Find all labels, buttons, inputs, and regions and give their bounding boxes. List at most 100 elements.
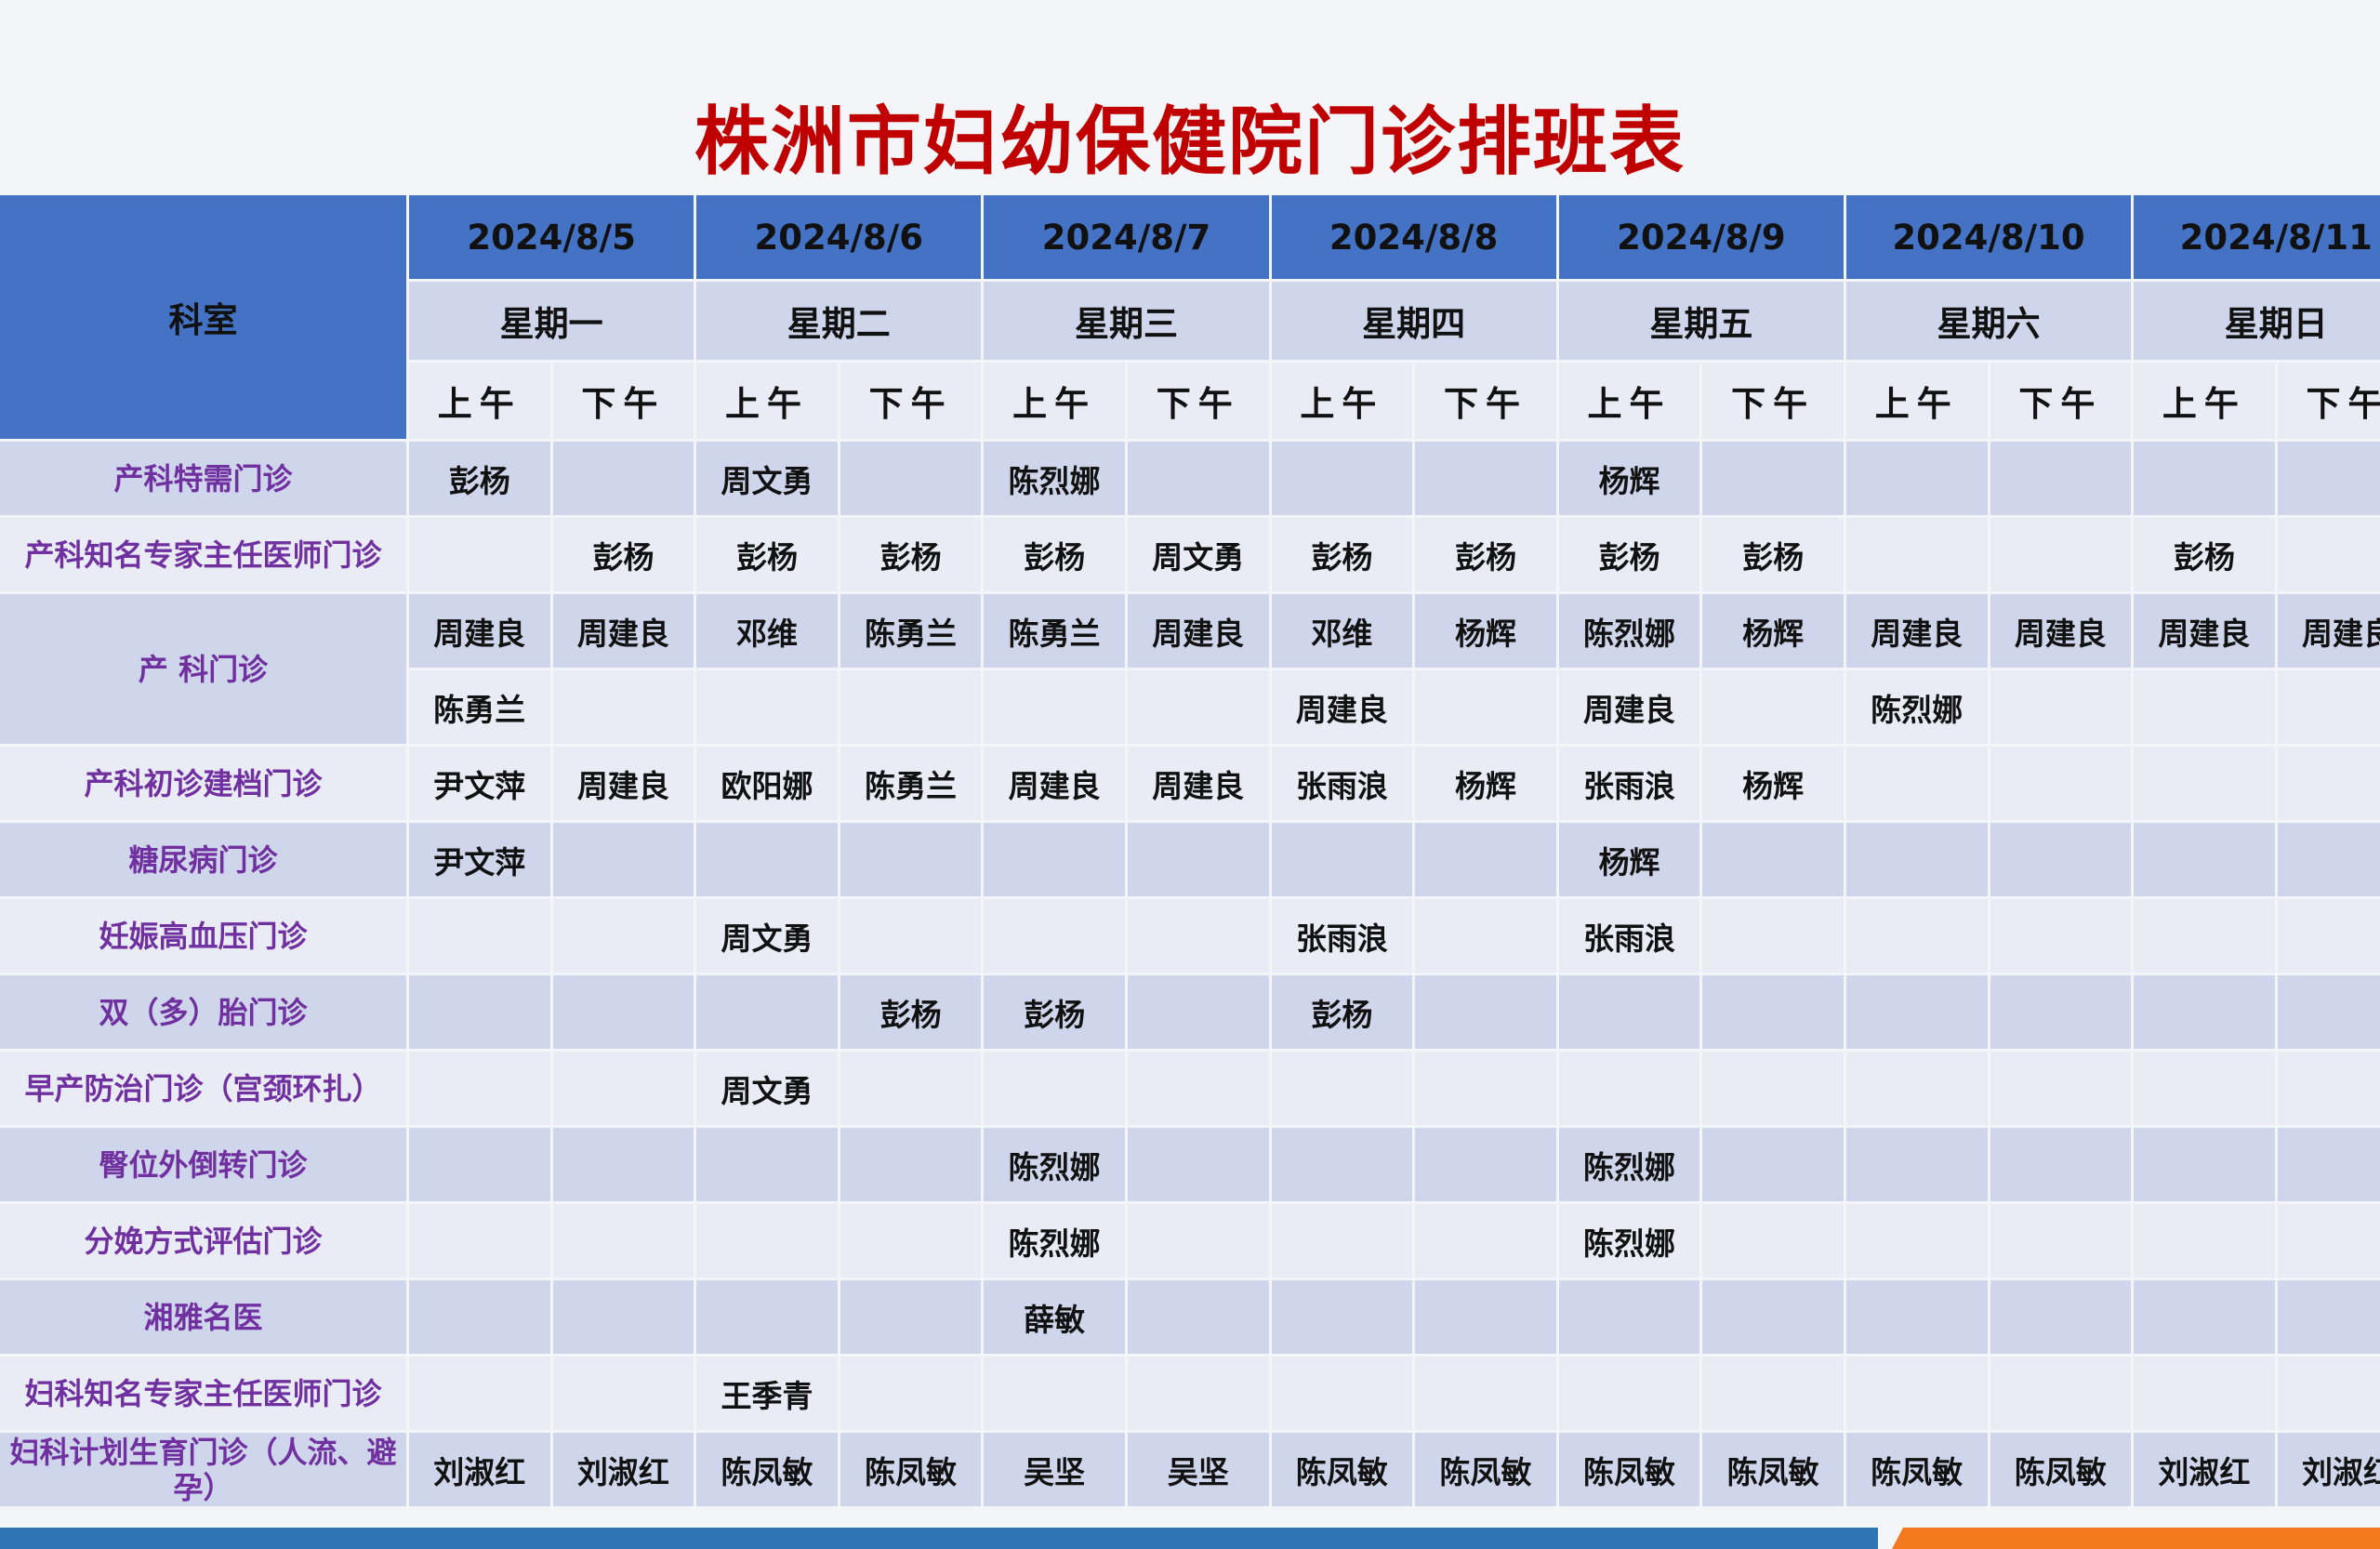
doctor-cell <box>696 823 838 896</box>
doctor-cell <box>2134 1128 2275 1201</box>
doctor-cell <box>2134 670 2275 744</box>
am-header: 上午 <box>1845 363 1988 439</box>
doctor-cell <box>1845 823 1988 896</box>
schedule-row: 产 科门诊 周建良 周建良 邓维 陈勇兰 陈勇兰 周建良 邓维 杨辉 陈烈娜 杨辉 周建良 周建良 周建良… <box>0 594 2380 744</box>
doctor-cell: 张雨浪 <box>1558 899 1700 973</box>
doctor-cell <box>1127 899 1269 973</box>
doctor-cell: 刘淑红 <box>552 1433 694 1506</box>
pm-header: 下午 <box>1702 363 1844 439</box>
doctor-cell: 陈凤敏 <box>840 1433 982 1506</box>
doctor-cell <box>1702 1128 1844 1201</box>
dept-label: 双（多）胎门诊 <box>0 975 406 1049</box>
doctor-cell <box>1845 1204 1988 1278</box>
doctor-cell <box>409 1052 550 1125</box>
doctor-cell <box>2277 747 2380 820</box>
doctor-cell: 彭杨 <box>2134 518 2275 591</box>
schedule-row: 湘雅名医 薛敏 <box>0 1280 2380 1354</box>
doctor-cell: 彭杨 <box>409 442 550 515</box>
doctor-cell <box>2134 747 2275 820</box>
schedule-row: 早产防治门诊（宫颈环扎） 周文勇 <box>0 1052 2380 1125</box>
doctor-cell <box>1845 1280 1988 1354</box>
doctor-cell <box>1127 1204 1269 1278</box>
date-header: 2024/8/6 <box>696 195 982 279</box>
schedule-row: 妇科知名专家主任医师门诊 王季青 <box>0 1357 2380 1430</box>
date-row: 科室 2024/8/5 2024/8/6 2024/8/7 2024/8/8 2024/8… <box>0 195 2380 439</box>
doctor-cell <box>1127 442 1269 515</box>
doctor-cell: 杨辉 <box>1415 594 1556 668</box>
pm-header: 下午 <box>552 363 694 439</box>
doctor-cell <box>696 1128 838 1201</box>
am-header: 上午 <box>984 363 1125 439</box>
doctor-cell: 周建良 <box>1271 670 1413 744</box>
date-header: 2024/8/5 <box>409 195 694 279</box>
doctor-cell <box>552 670 694 744</box>
doctor-cell: 张雨浪 <box>1558 747 1700 820</box>
doctor-cell <box>1127 975 1269 1049</box>
doctor-cell <box>1990 1280 2132 1354</box>
doctor-cell <box>552 975 694 1049</box>
doctor-cell: 陈凤敏 <box>696 1433 838 1506</box>
doctor-cell <box>1271 1357 1413 1430</box>
doctor-cell: 杨辉 <box>1702 747 1844 820</box>
doctor-cell <box>2277 1280 2380 1354</box>
doctor-cell <box>1127 1280 1269 1354</box>
doctor-cell <box>1271 442 1413 515</box>
dept-label: 分娩方式评估门诊 <box>0 1204 406 1278</box>
doctor-cell <box>840 1204 982 1278</box>
date-header: 2024/8/7 <box>984 195 1269 279</box>
schedule-row: 妊娠高血压门诊 周文勇 张雨浪 张雨浪 <box>0 899 2380 973</box>
doctor-cell: 彭杨 <box>1271 518 1413 591</box>
doctor-cell <box>552 1128 694 1201</box>
doctor-cell <box>1990 1128 2132 1201</box>
doctor-cell: 王季青 <box>696 1357 838 1430</box>
doctor-cell: 吴坚 <box>984 1433 1125 1506</box>
doctor-cell <box>1702 670 1844 744</box>
weekday-header: 星期日 <box>2134 282 2380 360</box>
doctor-cell <box>1558 1280 1700 1354</box>
doctor-cell <box>552 1280 694 1354</box>
am-header: 上午 <box>696 363 838 439</box>
page-title: 株洲市妇幼保健院门诊排班表 <box>694 99 1686 185</box>
doctor-cell: 陈烈娜 <box>1558 594 1700 668</box>
doctor-cell: 周建良 <box>1845 594 1988 668</box>
doctor-cell: 彭杨 <box>1415 518 1556 591</box>
doctor-cell <box>984 1357 1125 1430</box>
doctor-cell <box>409 518 550 591</box>
doctor-cell: 刘淑红 <box>2134 1433 2275 1506</box>
doctor-cell: 陈烈娜 <box>984 442 1125 515</box>
doctor-cell <box>840 1128 982 1201</box>
doctor-cell: 陈凤敏 <box>1845 1433 1988 1506</box>
doctor-cell <box>2277 518 2380 591</box>
doctor-cell: 周建良 <box>1127 747 1269 820</box>
weekday-header: 星期二 <box>696 282 982 360</box>
pm-header: 下午 <box>840 363 982 439</box>
doctor-cell <box>1702 1204 1844 1278</box>
pm-header: 下午 <box>1415 363 1556 439</box>
doctor-cell: 杨辉 <box>1415 747 1556 820</box>
doctor-cell <box>1415 1357 1556 1430</box>
doctor-cell <box>1990 1357 2132 1430</box>
doctor-cell: 彭杨 <box>552 518 694 591</box>
dept-label: 产 科门诊 <box>0 594 406 744</box>
doctor-cell <box>2277 975 2380 1049</box>
doctor-cell <box>1845 1357 1988 1430</box>
schedule-table: 科室 2024/8/5 2024/8/6 2024/8/7 2024/8/8 2024/8… <box>0 192 2380 1509</box>
doctor-cell: 欧阳娜 <box>696 747 838 820</box>
doctor-cell <box>1845 1128 1988 1201</box>
doctor-cell <box>696 670 838 744</box>
doctor-cell <box>1127 823 1269 896</box>
doctor-cell: 周文勇 <box>696 442 838 515</box>
doctor-cell: 周建良 <box>1990 594 2132 668</box>
doctor-cell <box>1702 975 1844 1049</box>
doctor-cell: 邓维 <box>1271 594 1413 668</box>
doctor-cell: 陈烈娜 <box>1558 1128 1700 1201</box>
doctor-cell <box>1271 823 1413 896</box>
doctor-cell <box>1127 1128 1269 1201</box>
doctor-cell: 薛敏 <box>984 1280 1125 1354</box>
doctor-cell <box>1702 1280 1844 1354</box>
doctor-cell <box>840 1357 982 1430</box>
doctor-cell <box>1845 975 1988 1049</box>
date-header: 2024/8/8 <box>1271 195 1556 279</box>
doctor-cell <box>840 442 982 515</box>
doctor-cell <box>1990 670 2132 744</box>
